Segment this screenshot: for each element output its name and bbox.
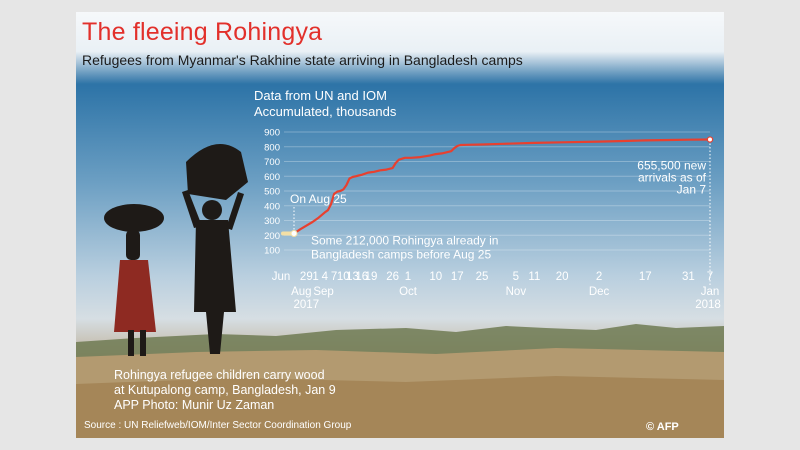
x-tick-label: 11	[528, 271, 540, 283]
month-label: Oct	[399, 286, 418, 298]
annotation-baseline-note: Some 212,000 Rohingya already in	[311, 233, 498, 247]
annotation-end-note: Jan 7	[677, 183, 707, 197]
y-tick-label: 600	[264, 172, 280, 183]
y-tick-label: 200	[264, 231, 280, 242]
end-point	[706, 136, 714, 143]
annotation-start-label: On Aug 25	[290, 192, 347, 206]
y-tick-label: 800	[264, 142, 280, 153]
landscape-background	[76, 144, 724, 438]
x-tick-label: 17	[451, 271, 464, 283]
infographic-frame: The fleeing Rohingya Refugees from Myanm…	[76, 12, 724, 438]
x-tick-label: 26	[386, 271, 399, 283]
y-tick-label: 900	[264, 128, 280, 139]
x-tick-label: 17	[639, 271, 652, 283]
x-tick-label: 25	[476, 271, 489, 283]
title-band	[76, 12, 724, 84]
month-label: Jan	[701, 286, 720, 298]
x-tick-label: 31	[682, 271, 695, 283]
caption-line: at Kutupalong camp, Bangladesh, Jan 9	[114, 383, 336, 397]
caption-line: APP Photo: Munir Uz Zaman	[114, 398, 275, 412]
x-tick-label: 5	[513, 271, 519, 283]
data-source-note: Data from UN and IOM	[254, 88, 387, 103]
series-line	[293, 138, 711, 235]
photo-figures	[104, 144, 248, 356]
annotation-end-note: arrivals as of	[638, 171, 707, 185]
month-label: Sep	[313, 286, 333, 298]
month-label: Aug	[291, 286, 311, 298]
y-tick-label: 500	[264, 187, 280, 198]
caption-line: Rohingya refugee children carry wood	[114, 368, 325, 382]
x-tick-label: 10	[337, 271, 350, 283]
source-note: Source : UN Reliefweb/IOM/Inter Sector C…	[84, 420, 352, 431]
afp-credit: © AFP	[646, 421, 679, 433]
x-tick-label: 29	[300, 271, 313, 283]
x-tick-label: 1	[312, 271, 318, 283]
page-title: The fleeing Rohingya	[82, 18, 323, 46]
start-point	[290, 229, 298, 237]
y-tick-label: 100	[264, 246, 280, 257]
y-tick-label: 300	[264, 216, 280, 227]
x-tick-label: 4	[322, 271, 329, 283]
y-tick-label: 400	[264, 201, 280, 212]
x-tick-label: 20	[556, 271, 569, 283]
annotation-end-note: 655,500 new	[637, 159, 706, 173]
month-label: Nov	[506, 286, 527, 298]
x-tick-label: 7	[331, 271, 337, 283]
year-label: 2018	[695, 299, 721, 311]
x-tick-label: 2	[596, 271, 602, 283]
page-subtitle: Refugees from Myanmar's Rakhine state ar…	[82, 52, 523, 68]
x-tick-label: 13	[346, 271, 359, 283]
x-tick-label: 16	[355, 271, 368, 283]
year-label: 2017	[294, 299, 320, 311]
photo-caption: Rohingya refugee children carry wood at …	[114, 368, 336, 413]
month-label: Dec	[589, 286, 610, 298]
x-tick-label: 19	[365, 271, 378, 283]
x-tick-label: 1	[405, 271, 411, 283]
annotation-baseline-note: Bangladesh camps before Aug 25	[311, 247, 491, 261]
units-note: Accumulated, thousands	[254, 104, 397, 119]
x-tick-label: 10	[429, 271, 442, 283]
x-tick-label: Jun	[272, 271, 291, 283]
y-tick-label: 700	[264, 157, 280, 168]
